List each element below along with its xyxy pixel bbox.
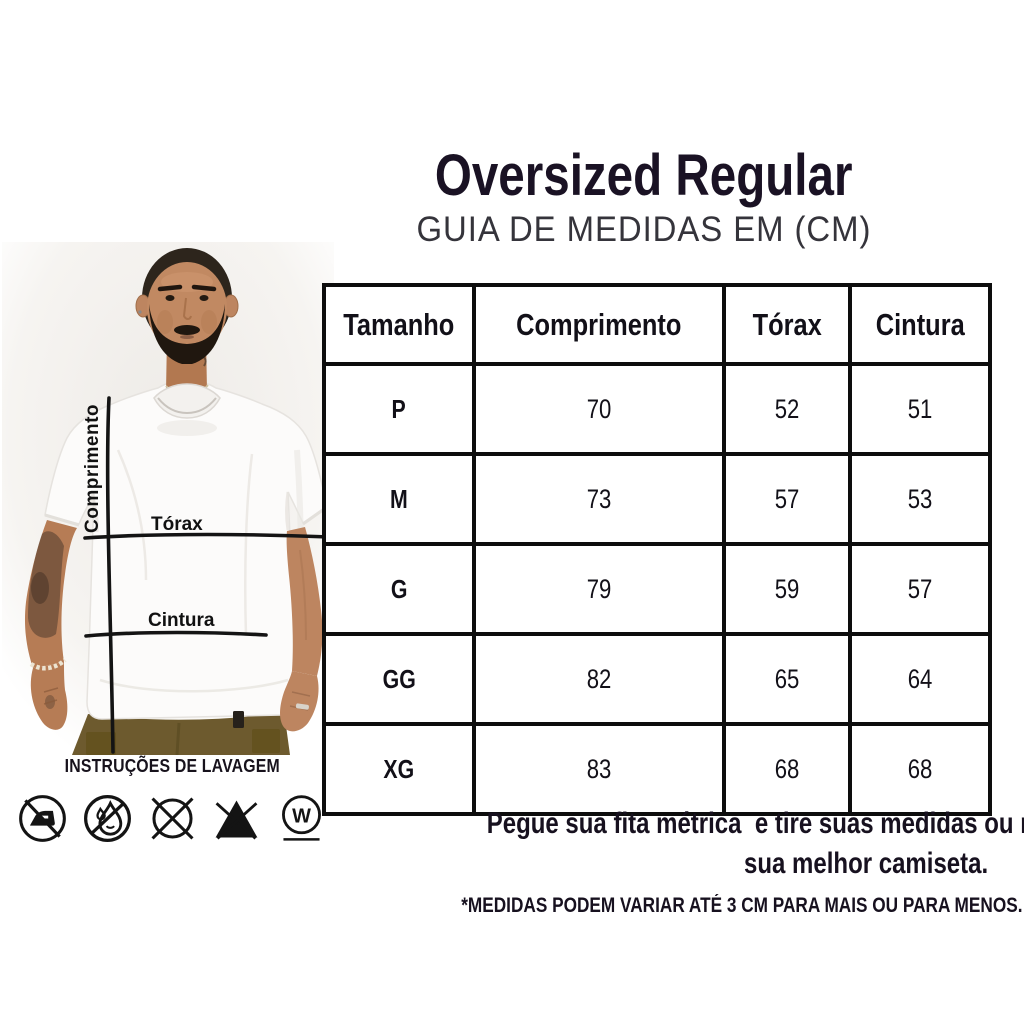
value-cell: 65 <box>722 632 852 726</box>
size-label-cell: M <box>322 452 476 546</box>
header-cell-torax: Tórax <box>722 283 852 366</box>
cell-text: 70 <box>586 393 612 424</box>
model-left-arm <box>24 520 77 730</box>
cell-text: M <box>390 483 408 514</box>
value-cell: 57 <box>848 542 992 636</box>
comprimento-line <box>105 396 115 754</box>
cell-text: 79 <box>586 573 612 604</box>
footer-disclaimer: *MEDIDAS PODEM VARIAR ATÉ 3 CM PARA MAIS… <box>338 892 1022 920</box>
value-cell: 59 <box>722 542 852 636</box>
value-cell: 64 <box>848 632 992 726</box>
page-subtitle: GUIA DE MEDIDAS EM (CM) <box>300 210 988 250</box>
page-title: Oversized Regular <box>300 146 988 206</box>
header-cell-comprimento: Comprimento <box>472 283 726 366</box>
header-cell-cintura: Cintura <box>848 283 992 366</box>
size-table-header-row: Tamanho Comprimento Tórax Cintura <box>322 283 992 366</box>
footer-text: Pegue sua fita métrica e tire suas medid… <box>486 807 1024 840</box>
care-icons: W <box>14 790 330 847</box>
header-text: Tamanho <box>343 306 455 342</box>
cell-text: 53 <box>907 483 933 514</box>
value-cell: 79 <box>472 542 726 636</box>
professional-wet-clean-icon: W <box>282 795 321 841</box>
care-section: INSTRUÇÕES DE LAVAGEM <box>14 756 330 847</box>
cintura-line <box>84 630 268 638</box>
size-row-gg: GG 82 65 64 <box>322 632 992 726</box>
header-text: Comprimento <box>516 306 682 342</box>
header-text: Tórax <box>752 306 822 342</box>
size-row-xg: XG 83 68 68 <box>322 722 992 816</box>
cell-text: 57 <box>774 483 800 514</box>
value-cell: 68 <box>848 722 992 816</box>
footer-instruction-line2: sua melhor camiseta. <box>338 844 988 884</box>
value-cell: 68 <box>722 722 852 816</box>
size-row-g: G 79 59 57 <box>322 542 992 636</box>
cell-text: G <box>390 573 408 604</box>
tattoo-sleeve <box>28 531 64 638</box>
size-label-cell: GG <box>322 632 476 726</box>
size-label-cell: XG <box>322 722 476 816</box>
bracelet <box>29 658 67 671</box>
do-not-dry-clean-icon <box>150 797 194 840</box>
comprimento-label: Comprimento <box>82 404 103 533</box>
cell-text: GG <box>382 663 416 694</box>
cell-text: 68 <box>774 753 800 784</box>
page-title-text: Oversized Regular <box>435 143 853 208</box>
cell-text: 64 <box>907 663 933 694</box>
value-cell: 73 <box>472 452 726 546</box>
ring <box>295 703 309 710</box>
model-illustration <box>2 242 334 755</box>
value-cell: 53 <box>848 452 992 546</box>
size-label-cell: P <box>322 362 476 456</box>
value-cell: 57 <box>722 452 852 546</box>
value-cell: 70 <box>472 362 726 456</box>
do-not-wring-icon <box>83 795 131 842</box>
model-photo: Comprimento Tórax Cintura <box>0 240 336 755</box>
header-cell-tamanho: Tamanho <box>322 283 476 366</box>
cell-text: 57 <box>907 573 933 604</box>
footer-disclaimer-text: *MEDIDAS PODEM VARIAR ATÉ 3 CM PARA MAIS… <box>461 894 1023 917</box>
care-heading: INSTRUÇÕES DE LAVAGEM <box>14 756 330 777</box>
cell-text: XG <box>383 753 415 784</box>
header-text: Cintura <box>875 306 965 342</box>
cell-text: 52 <box>774 393 800 424</box>
cell-text: 68 <box>907 753 933 784</box>
cell-text: 65 <box>774 663 800 694</box>
size-label-cell: G <box>322 542 476 636</box>
cintura-label: Cintura <box>148 610 215 631</box>
torax-line <box>83 532 332 540</box>
cell-text: 73 <box>586 483 612 514</box>
do-not-bleach-icon <box>215 800 258 840</box>
size-row-p: P 70 52 51 <box>322 362 992 456</box>
care-heading-text: INSTRUÇÕES DE LAVAGEM <box>64 756 280 776</box>
header: Oversized Regular GUIA DE MEDIDAS EM (CM… <box>300 146 988 250</box>
cell-text: 51 <box>907 393 933 424</box>
size-table-wrap: Tamanho Comprimento Tórax Cintura P 70 5… <box>322 283 992 816</box>
size-row-m: M 73 57 53 <box>322 452 992 546</box>
cell-text: 59 <box>774 573 800 604</box>
w-letter: W <box>292 805 311 827</box>
beard <box>149 304 225 364</box>
value-cell: 52 <box>722 362 852 456</box>
cell-text: P <box>391 393 407 424</box>
footer-text: sua melhor camiseta. <box>743 847 988 880</box>
footer-instruction-line1: Pegue sua fita métrica e tire suas medid… <box>338 804 1024 844</box>
model-right-arm <box>280 527 323 732</box>
measurement-lines <box>83 396 332 754</box>
page-subtitle-text: GUIA DE MEDIDAS EM (CM) <box>416 210 872 249</box>
do-not-iron-icon <box>19 795 66 842</box>
model-head <box>135 248 239 364</box>
cell-text: 83 <box>586 753 612 784</box>
value-cell: 83 <box>472 722 726 816</box>
cell-text: 82 <box>586 663 612 694</box>
footer: Pegue sua fita métrica e tire suas medid… <box>338 804 1024 920</box>
value-cell: 51 <box>848 362 992 456</box>
hem-tag <box>233 711 244 728</box>
torax-label: Tórax <box>151 514 203 535</box>
size-table: Tamanho Comprimento Tórax Cintura P 70 5… <box>322 283 992 816</box>
value-cell: 82 <box>472 632 726 726</box>
